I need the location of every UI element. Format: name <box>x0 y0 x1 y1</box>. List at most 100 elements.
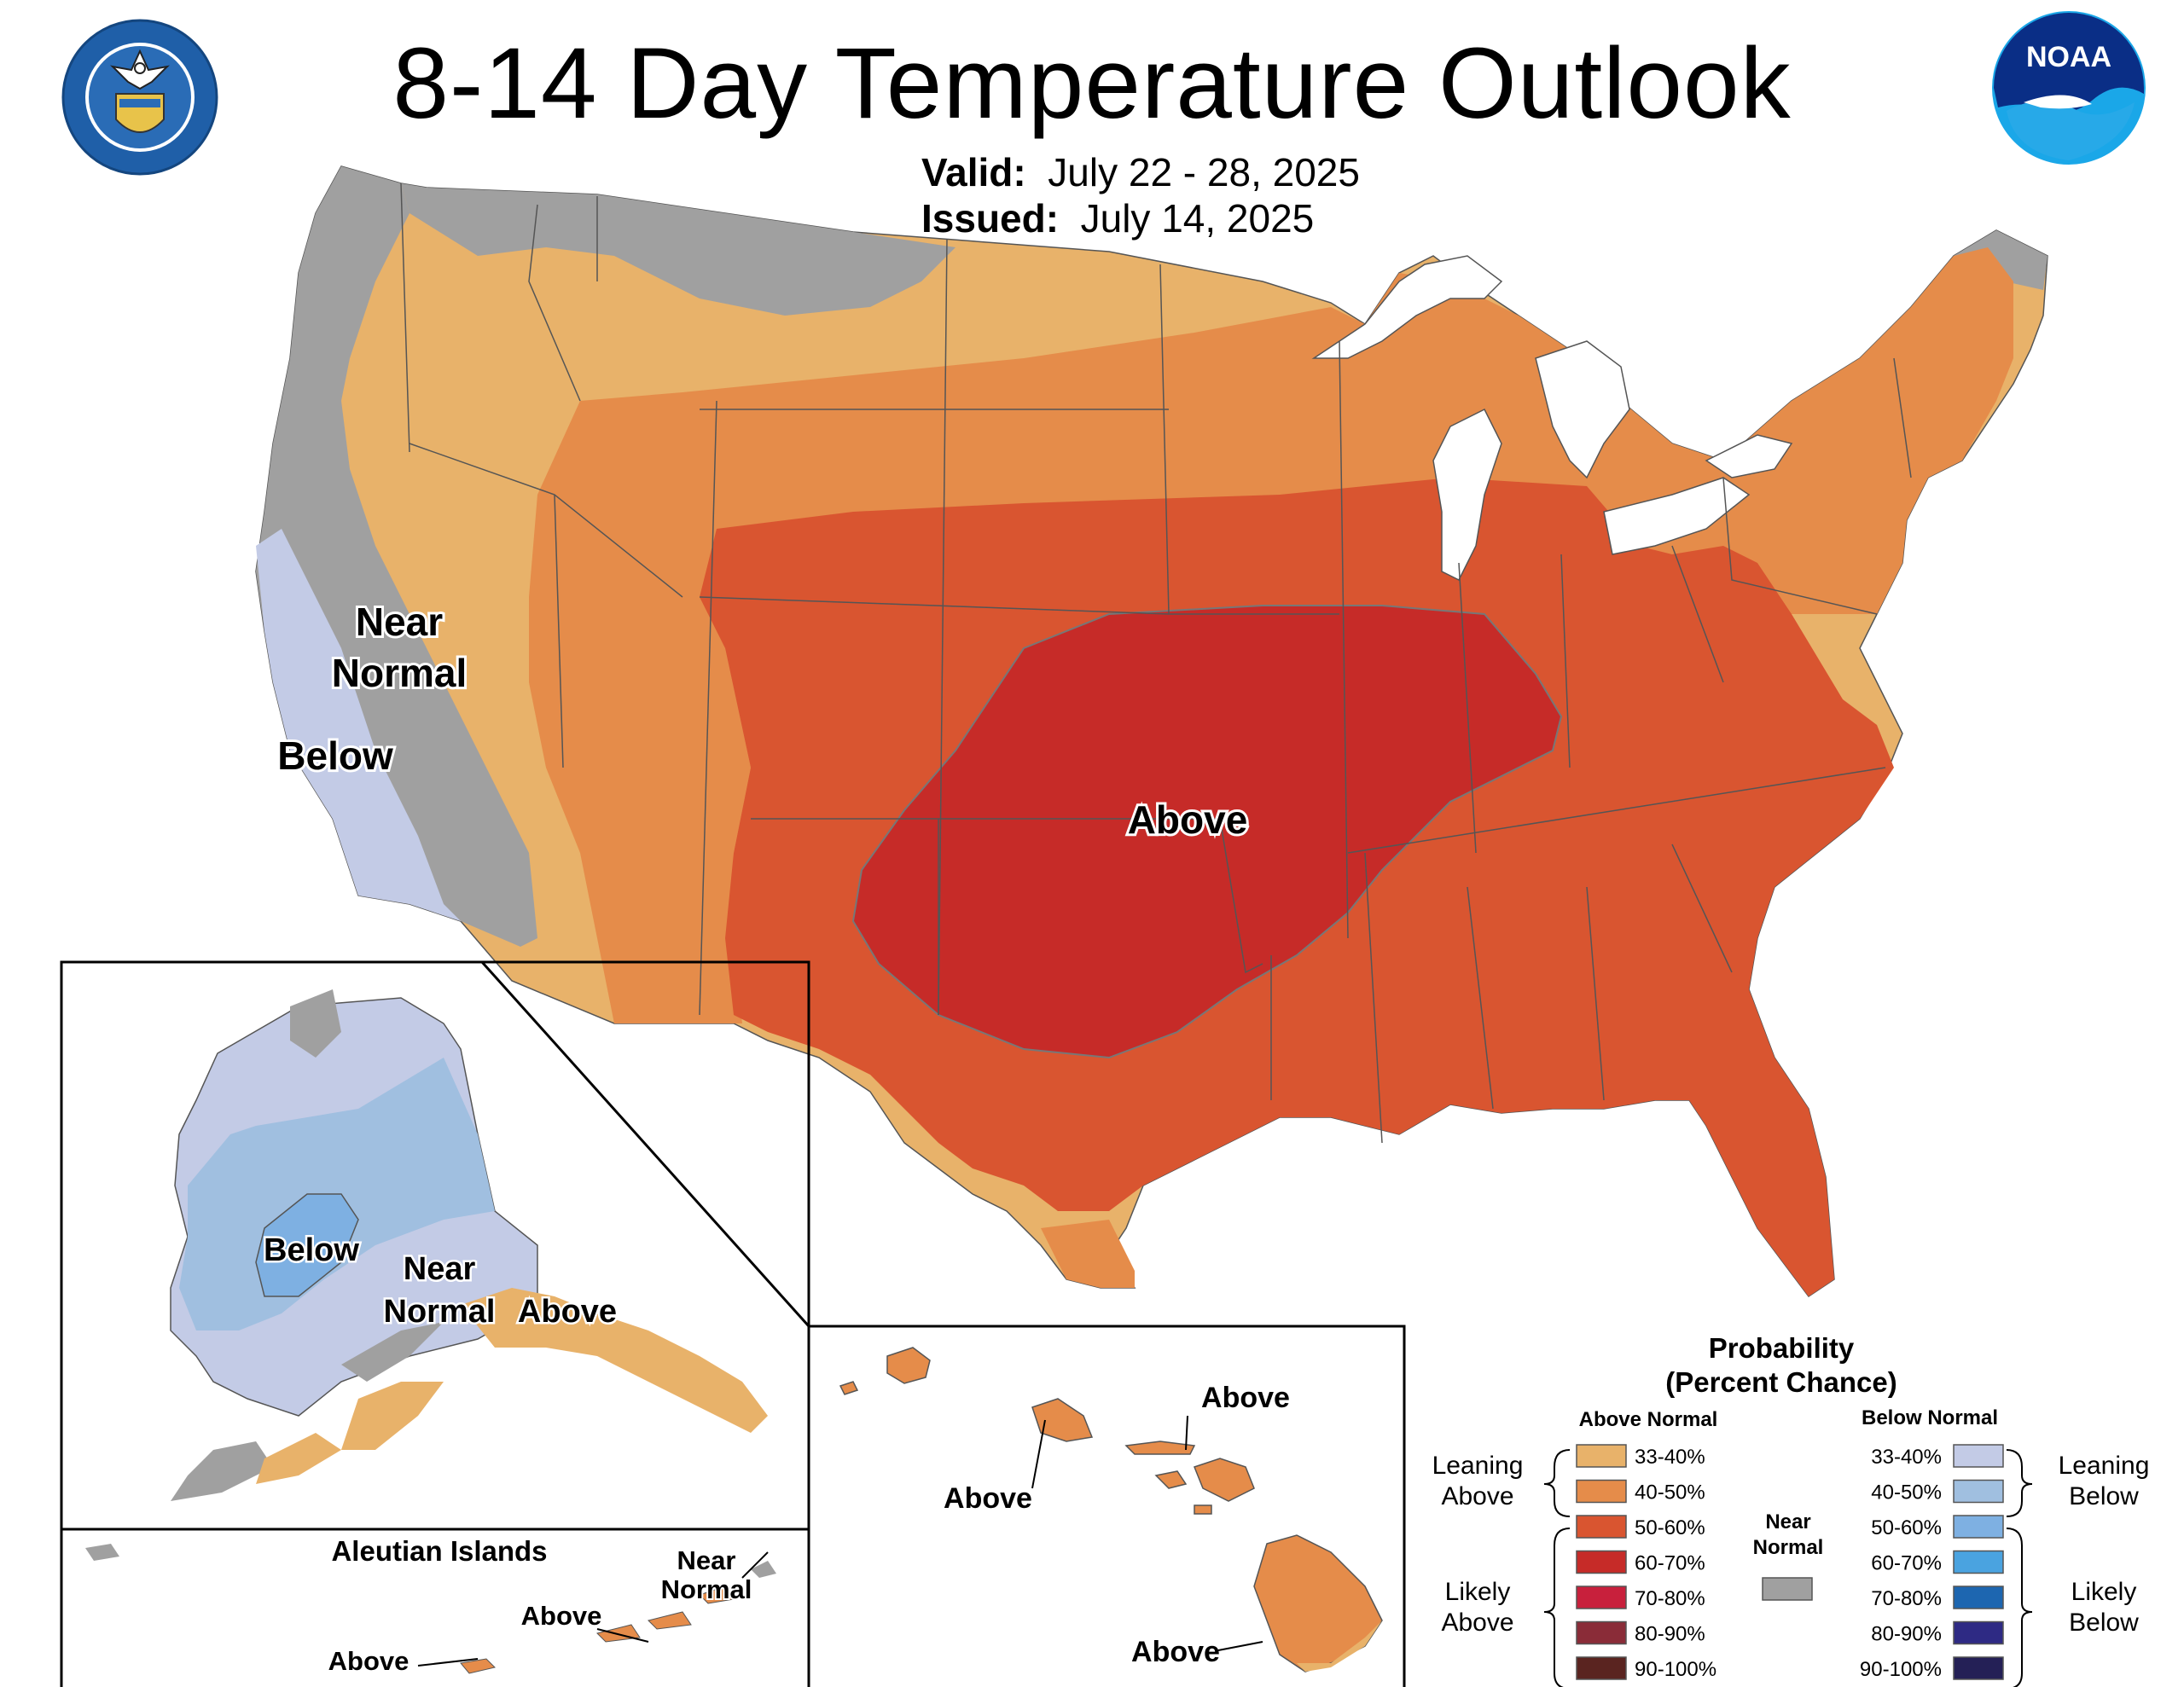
legend-leaning-below-1: Leaning <box>2059 1452 2150 1480</box>
legend-likely-above-1: Likely <box>1445 1578 1511 1606</box>
noaa-logo: NOAA <box>1992 11 2146 165</box>
hawaii-above-label-1: Above <box>1201 1382 1290 1414</box>
legend-title-line2: (Percent Chance) <box>1665 1366 1896 1398</box>
conus-normal-label: Normal <box>332 651 467 695</box>
legend-below-swatch-2 <box>1953 1515 2004 1539</box>
legend-below-swatch-3 <box>1953 1550 2004 1574</box>
legend-above-swatch-2 <box>1576 1515 1627 1539</box>
alaska-above-label: Above <box>518 1294 617 1330</box>
date-block: Valid: July 22 - 28, 2025 Issued: July 1… <box>921 149 1360 241</box>
valid-row: Valid: July 22 - 28, 2025 <box>921 149 1360 195</box>
legend-above-header: Above Normal <box>1579 1408 1718 1431</box>
legend-leaning-above-2: Above <box>1441 1482 1513 1510</box>
legend-near-label-2: Normal <box>1753 1536 1824 1559</box>
hawaii-niihau <box>839 1381 859 1395</box>
alaska-near-normal-region <box>171 989 444 1501</box>
hawaii-above-label-2: Above <box>944 1482 1032 1515</box>
hawaii-islands <box>839 1347 1383 1673</box>
legend-above-range-4: 70-80% <box>1635 1587 1705 1610</box>
legend-near-normal-swatch <box>1762 1577 1813 1601</box>
hawaii-kauai <box>886 1347 931 1384</box>
legend-below-header: Below Normal <box>1862 1406 1998 1429</box>
legend-near-label-1: Near <box>1765 1510 1810 1533</box>
legend-likely-below-1: Likely <box>2071 1578 2137 1606</box>
legend-below-swatch-4 <box>1953 1586 2004 1609</box>
alaska-labels: Below Near Normal Above <box>262 1231 619 1332</box>
legend-leaning-above-1: Leaning <box>1432 1452 1524 1480</box>
aleutian-islands: Aleutian Islands Near Normal Above Above <box>85 1535 776 1678</box>
conus-near-label: Near <box>356 600 443 644</box>
hawaii-molokai <box>1124 1441 1196 1455</box>
hawaii-oahu <box>1031 1398 1094 1442</box>
aleutian-near-label: Near <box>677 1545 736 1575</box>
legend-below-range-6: 90-100% <box>1860 1658 1942 1681</box>
state-boundaries <box>400 183 1912 1144</box>
issued-label: Issued: <box>921 196 1060 241</box>
legend-below-swatch-5 <box>1953 1620 2004 1645</box>
legend-above-swatch-1 <box>1576 1479 1627 1504</box>
legend-below-range-0: 33-40% <box>1871 1446 1942 1469</box>
hawaii-inset-border <box>807 1325 1406 1687</box>
conus-near-normal-north-region <box>401 183 956 316</box>
legend-below-range-5: 80-90% <box>1871 1623 1942 1646</box>
legend-above-swatch-3 <box>1576 1550 1627 1574</box>
conus-above-40-50-region <box>529 247 2013 1023</box>
page-title: 8-14 Day Temperature Outlook <box>392 27 1792 140</box>
legend-below-swatch-1 <box>1953 1479 2004 1504</box>
issued-row: Issued: July 14, 2025 <box>921 195 1360 241</box>
svg-text:NOAA: NOAA <box>2026 41 2111 73</box>
hawaii-big-island-leaning-edge <box>1297 1620 1382 1672</box>
hawaii-kahoolawe <box>1194 1504 1212 1515</box>
legend-above-swatch-5 <box>1576 1620 1627 1645</box>
valid-label: Valid: <box>921 150 1026 194</box>
great-lakes <box>1311 255 1793 582</box>
legend-above-swatch-6 <box>1576 1656 1627 1680</box>
conus-above-40-50-texas-region <box>1041 1220 1135 1288</box>
legend-swatches: 33-40% 40-50% 50-60% 60-70% 70-80% 80-90% 90-1… <box>1576 1444 2004 1681</box>
legend-below-range-1: 40-50% <box>1871 1481 1942 1504</box>
legend-below-range-3: 60-70% <box>1871 1552 1942 1575</box>
aleutian-above-label-1: Above <box>521 1601 602 1631</box>
alaska-below-50-60-region <box>255 1193 359 1297</box>
legend-brackets <box>1543 1449 2033 1687</box>
alaska-normal-label: Normal <box>384 1294 496 1330</box>
legend-above-range-6: 90-100% <box>1635 1658 1716 1681</box>
legend-below-swatch-0 <box>1953 1444 2004 1468</box>
legend-above-range-5: 80-90% <box>1635 1623 1705 1646</box>
legend-below-range-2: 50-60% <box>1871 1516 1942 1539</box>
legend-title-line1: Probability <box>1709 1332 1855 1364</box>
alaska-near-label: Near <box>404 1251 476 1287</box>
issued-date: July 14, 2025 <box>1080 196 1315 241</box>
alaska-below-label: Below <box>264 1232 359 1268</box>
conus-near-normal-maine-region <box>1954 230 2048 290</box>
department-of-commerce-seal <box>61 19 218 176</box>
legend-likely-above-2: Above <box>1441 1609 1513 1637</box>
legend-above-range-2: 50-60% <box>1635 1516 1705 1539</box>
hawaii-big-island <box>1253 1534 1383 1673</box>
conus-below-region <box>256 529 461 921</box>
aleutian-above-label-2: Above <box>328 1646 410 1676</box>
aleutian-above-islands <box>460 1586 735 1674</box>
legend-above-range-1: 40-50% <box>1635 1481 1705 1504</box>
conus-labels: Near Normal Below Above <box>275 597 1250 844</box>
hawaii-lanai <box>1154 1470 1188 1489</box>
hawaii-leader-lines <box>1031 1415 1263 1651</box>
probability-legend: Probability (Percent Chance) Above Norma… <box>1432 1332 2150 1687</box>
aleutian-title: Aleutian Islands <box>331 1535 547 1567</box>
hawaii-maui <box>1194 1458 1255 1502</box>
aleutian-normal-label: Normal <box>661 1574 752 1604</box>
legend-above-swatch-4 <box>1576 1586 1627 1609</box>
legend-below-swatch-6 <box>1953 1656 2004 1680</box>
legend-likely-below-2: Below <box>2069 1609 2139 1637</box>
hawaii-above-label-3: Above <box>1131 1636 1220 1668</box>
legend-leaning-below-2: Below <box>2069 1482 2139 1510</box>
legend-above-swatch-0 <box>1576 1444 1627 1468</box>
legend-above-range-3: 60-70% <box>1635 1552 1705 1575</box>
conus-below-label: Below <box>277 733 393 778</box>
alaska-above-33-40-region <box>256 1288 768 1484</box>
conus-above-60-70-region <box>851 605 1563 1059</box>
valid-dates: July 22 - 28, 2025 <box>1048 150 1360 194</box>
legend-above-range-0: 33-40% <box>1635 1446 1705 1469</box>
aleutian-leader-lines <box>417 1551 769 1667</box>
